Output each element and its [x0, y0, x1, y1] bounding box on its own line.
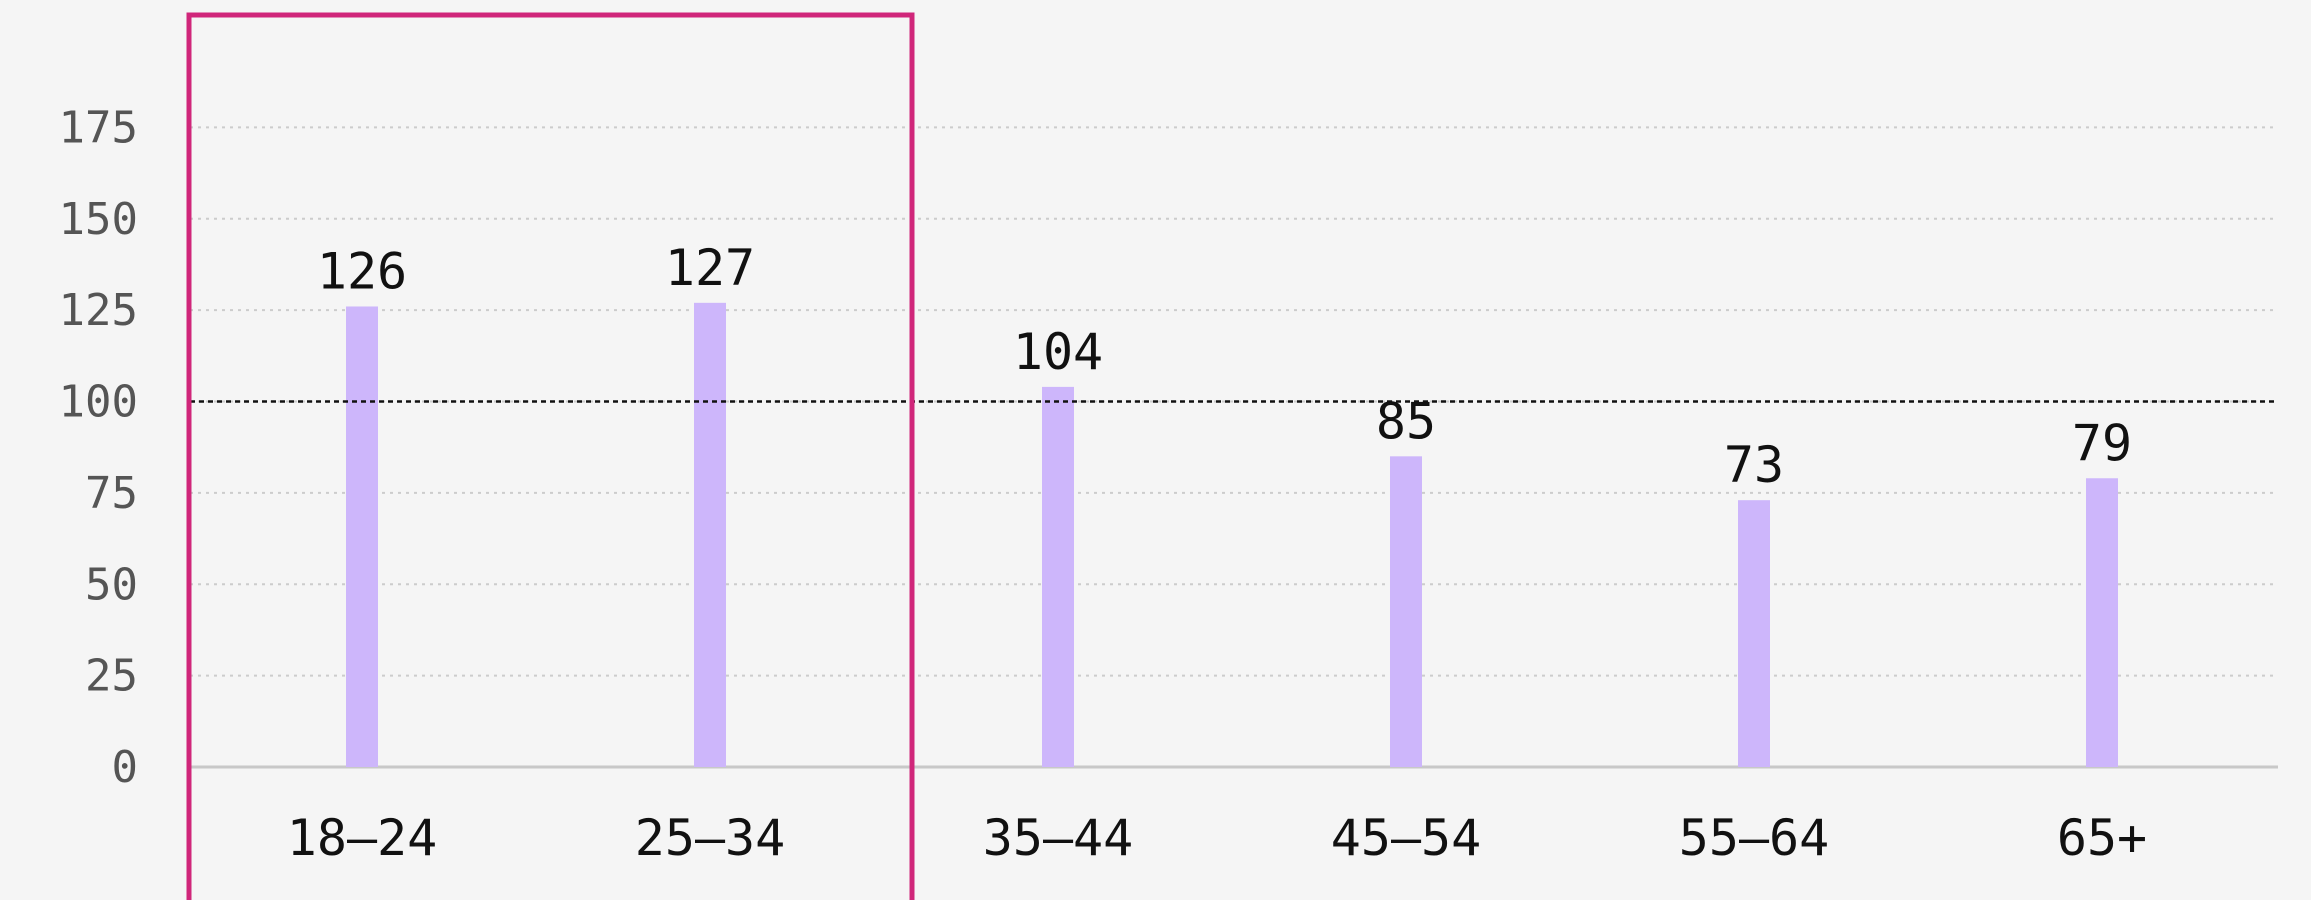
y-tick-label: 0 [112, 742, 139, 793]
value-label: 127 [665, 239, 755, 297]
y-tick-label: 175 [59, 102, 138, 153]
y-tick-label: 125 [59, 285, 138, 336]
value-label: 73 [1724, 436, 1784, 494]
y-tick-label: 150 [59, 194, 138, 245]
y-tick-label: 75 [85, 468, 138, 519]
value-label: 79 [2072, 414, 2132, 472]
category-label: 55–64 [1679, 809, 1830, 867]
category-label: 65+ [2057, 809, 2147, 867]
bar-2 [694, 302, 726, 767]
category-label: 18–24 [287, 809, 438, 867]
bar-3 [1042, 386, 1074, 767]
bar-6 [2086, 478, 2118, 767]
category-label: 45–54 [1331, 809, 1482, 867]
bar-4 [1390, 456, 1422, 767]
category-label: 25–34 [635, 809, 786, 867]
y-tick-label: 25 [85, 651, 138, 702]
bar-1 [346, 306, 378, 767]
highlight-box [186, 12, 915, 900]
y-tick-label: 100 [59, 377, 138, 428]
value-label: 104 [1013, 323, 1103, 381]
bar-5 [1738, 500, 1770, 767]
category-label: 35–44 [983, 809, 1134, 867]
y-tick-label: 50 [85, 559, 138, 610]
value-label: 126 [317, 242, 407, 300]
